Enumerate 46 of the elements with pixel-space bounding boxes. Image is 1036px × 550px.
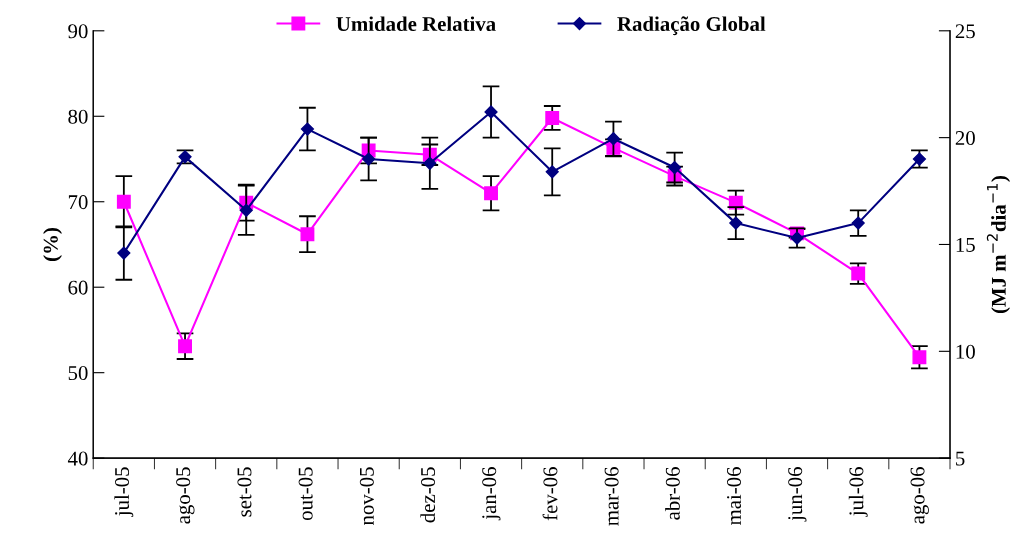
y2-tick-label: 15 xyxy=(956,237,975,252)
x-tick-label: ago-06 xyxy=(910,467,929,524)
point xyxy=(545,111,560,125)
y-axis-title: (%) xyxy=(43,228,62,261)
y2-axis-title: (MJ m$^{−2}$dia$^{−1}$) xyxy=(986,176,1011,314)
point xyxy=(668,160,682,175)
y-tick-label: 40 xyxy=(67,451,88,466)
x-tick-label: mar-06 xyxy=(604,467,619,526)
point xyxy=(912,350,927,365)
x-tick-label: jun-06 xyxy=(788,467,807,522)
point xyxy=(178,339,192,354)
x-tick-label: nov-05 xyxy=(359,467,374,526)
y2-tick-label: 10 xyxy=(956,344,975,359)
x-tick-label: ago-05 xyxy=(176,467,195,524)
point xyxy=(606,132,621,146)
point xyxy=(545,165,559,179)
point xyxy=(117,246,131,260)
y-tick-label: 70 xyxy=(68,195,88,210)
point xyxy=(484,186,498,201)
y-tick-label: 60 xyxy=(68,280,88,295)
x-tick-label: jul-06 xyxy=(848,467,868,517)
x-tick-label: dez-05 xyxy=(420,467,436,523)
x-tick-label: mai-06 xyxy=(726,467,742,526)
point xyxy=(116,194,131,209)
y-tick-label: 80 xyxy=(68,109,88,124)
y2-tick-label: 5 xyxy=(956,451,965,466)
point xyxy=(851,216,865,230)
legend-label: Radiação Global xyxy=(617,16,766,36)
point xyxy=(484,105,498,119)
x-tick-label: jan-06 xyxy=(482,467,501,521)
legend-label: Umidade Relativa xyxy=(336,16,496,32)
point xyxy=(729,216,743,230)
y-tick-label: 50 xyxy=(68,366,88,381)
x-tick-label: abr-06 xyxy=(665,467,680,520)
x-tick-label: out-05 xyxy=(298,467,313,521)
point xyxy=(300,122,315,136)
point xyxy=(300,227,315,242)
point xyxy=(239,203,253,217)
x-tick-label: fev-06 xyxy=(542,467,558,521)
x-tick-label: jul-05 xyxy=(114,467,134,517)
point xyxy=(362,152,376,166)
x-tick-label: set-05 xyxy=(237,467,252,517)
y2-tick-label: 25 xyxy=(955,24,975,39)
point xyxy=(423,156,437,170)
y-tick-label: 90 xyxy=(68,24,88,39)
y2-tick-label: 20 xyxy=(955,131,975,146)
